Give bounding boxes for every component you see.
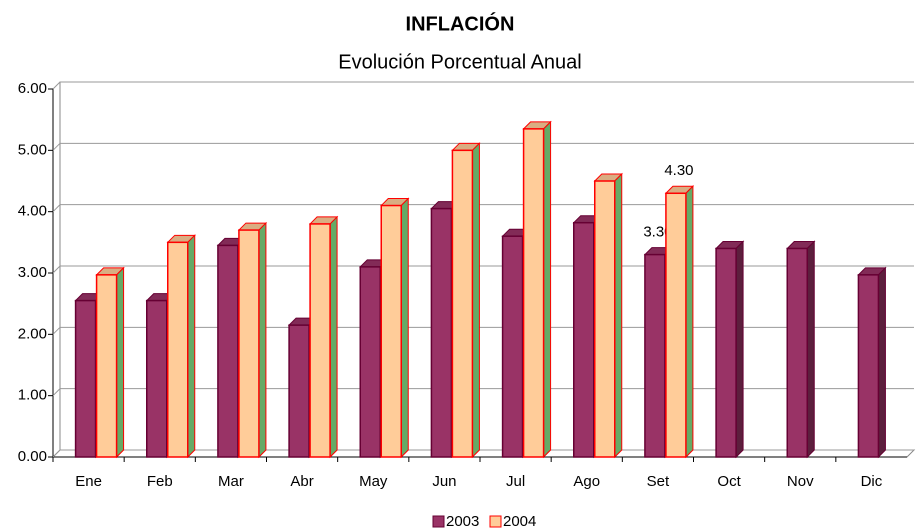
x-tick-label: May: [359, 473, 388, 490]
bar: [380, 204, 402, 458]
legend-label: 2003: [446, 513, 479, 530]
bar: [95, 274, 118, 458]
bar-side: [116, 266, 125, 459]
bar: [430, 207, 453, 458]
bar: [644, 253, 666, 458]
x-tick-label: Abr: [290, 473, 313, 490]
y-tick-label: 0.00: [18, 448, 47, 465]
legend-swatch: [489, 515, 502, 528]
grid-line: [52, 265, 914, 274]
x-tick-label: Jul: [506, 473, 525, 490]
bar: [359, 266, 381, 458]
grid-line: [52, 388, 914, 397]
bar-side: [543, 120, 552, 459]
bar: [857, 274, 880, 458]
x-tick-label: Jun: [432, 473, 456, 490]
y-tick-label: 6.00: [18, 80, 47, 97]
bar: [217, 244, 239, 458]
y-tick-label: 1.00: [18, 387, 47, 404]
chart-title: INFLACIÓN: [406, 11, 515, 35]
bar: [288, 324, 310, 458]
bar: [309, 223, 331, 458]
bar-side: [329, 215, 338, 459]
legend-swatch: [432, 515, 445, 528]
x-tick-label: Set: [647, 473, 670, 490]
bar: [665, 192, 687, 458]
chart-subtitle: Evolución Porcentual Anual: [338, 51, 582, 73]
bar-side: [685, 185, 694, 459]
y-tick-label: 5.00: [18, 141, 47, 158]
x-tick-label: Ene: [75, 473, 102, 490]
bar-side: [614, 172, 623, 459]
bar: [715, 247, 737, 458]
bar: [573, 221, 595, 458]
bar: [501, 235, 524, 458]
legend-label: 2004: [503, 513, 536, 530]
bar-side: [735, 240, 744, 459]
bar-side: [806, 240, 815, 459]
x-tick-label: Mar: [218, 473, 244, 490]
bar: [594, 180, 616, 458]
bar-side: [400, 197, 409, 459]
x-tick-label: Dic: [861, 473, 883, 490]
grid-line: [52, 81, 914, 90]
x-tick-label: Ago: [573, 473, 600, 490]
bar: [146, 299, 168, 458]
x-tick-label: Oct: [717, 473, 741, 490]
y-tick-label: 2.00: [18, 325, 47, 342]
bar-side: [258, 221, 267, 459]
bar: [167, 241, 189, 458]
x-tick-label: Nov: [787, 473, 814, 490]
data-label: 4.30: [664, 162, 693, 179]
grid-line: [52, 204, 914, 213]
bar: [74, 299, 97, 458]
bar: [786, 247, 808, 458]
grid-line: [52, 142, 914, 151]
bar: [451, 149, 474, 458]
bar: [238, 229, 260, 458]
y-tick-label: 3.00: [18, 264, 47, 281]
x-tick-label: Feb: [147, 473, 173, 490]
bar: [522, 128, 545, 458]
bar-side: [187, 234, 196, 459]
grid-line: [52, 449, 914, 458]
bar-side: [877, 266, 886, 459]
grid-line: [52, 326, 914, 335]
y-tick-label: 4.00: [18, 203, 47, 220]
bar-side: [471, 142, 480, 459]
